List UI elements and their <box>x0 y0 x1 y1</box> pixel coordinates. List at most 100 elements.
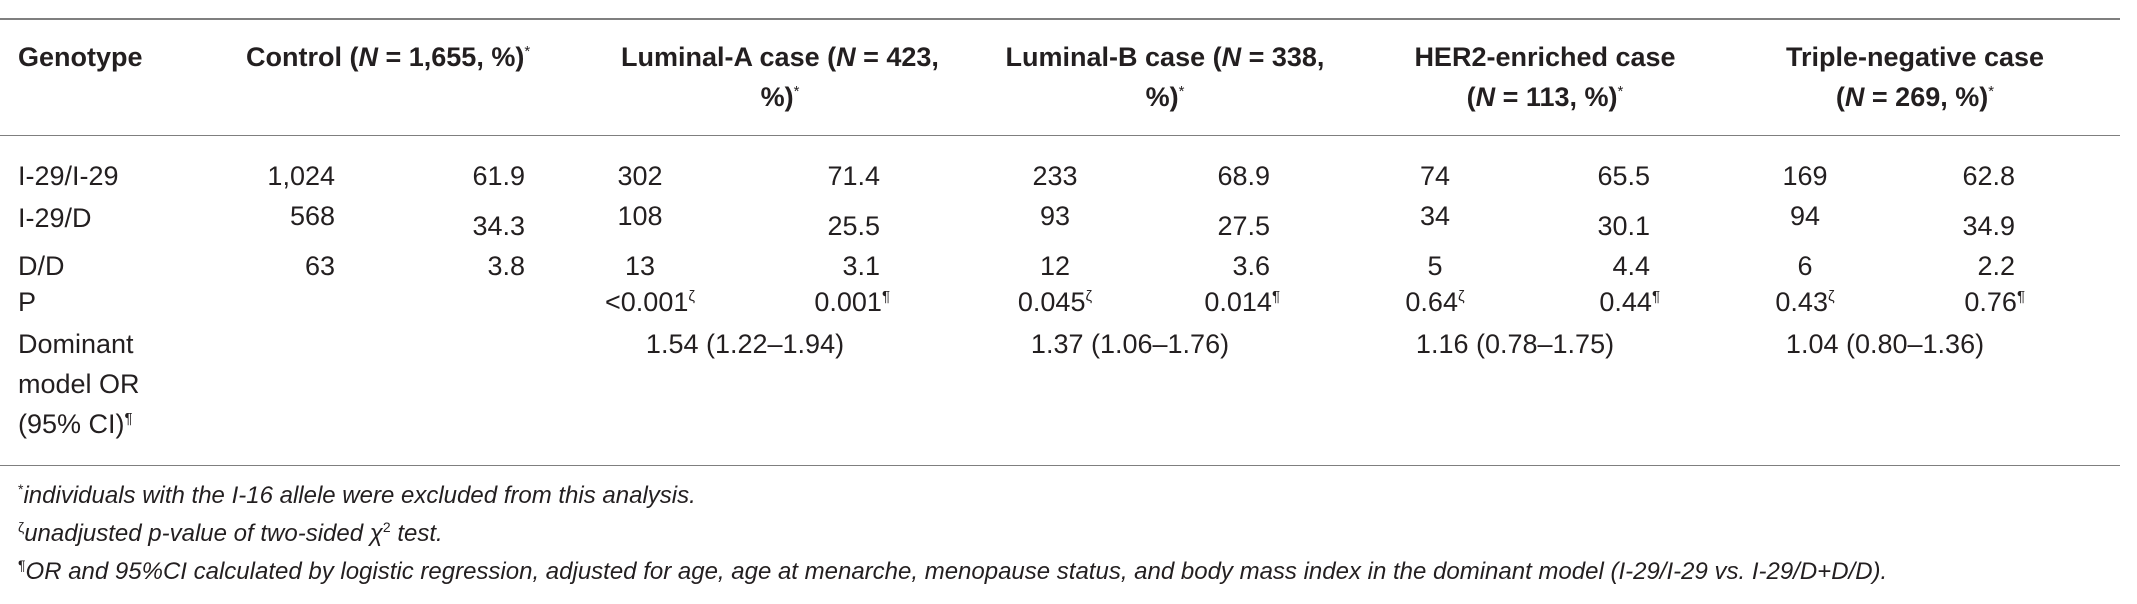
cell-tn-n: 169 <box>1782 161 1828 191</box>
footnote-star-text: individuals with the I-16 allele were ex… <box>23 482 696 509</box>
header-genotype: Genotype <box>18 37 143 77</box>
cell-control-pct: 3.8 <box>487 251 525 281</box>
cell-lb-chi: 0.045ζ <box>1000 286 1110 318</box>
or-label-mark: ¶ <box>124 410 133 427</box>
cell-her2-pct: 30.1 <box>1597 211 1650 241</box>
chi-mark: ζ <box>1827 288 1835 305</box>
header-her2-line1: HER2-enriched case <box>1414 42 1676 72</box>
header-lb-pre: Luminal-B case ( <box>1005 42 1222 72</box>
cell-her2-pct: 65.5 <box>1597 161 1650 191</box>
cell-la-n: 302 <box>617 161 663 191</box>
cell-la-n: 13 <box>624 251 656 281</box>
header-control-n: N <box>358 42 378 72</box>
header-lb-n: N <box>1221 42 1242 72</box>
header-la-post: = 423, <box>855 42 939 72</box>
cell-tn-lr: 0.76¶ <box>1915 286 2025 318</box>
header-control-pre: Control ( <box>246 42 359 72</box>
cell-her2-chi: 0.64ζ <box>1385 286 1485 318</box>
cell-her2-pct: 4.4 <box>1612 251 1650 281</box>
header-her2-post: = 113, %) <box>1495 82 1618 112</box>
header-her2-n: N <box>1475 82 1496 112</box>
cell-tn-or: 1.04 (0.80–1.36) <box>1785 329 1985 359</box>
cell-her2-n: 34 <box>1419 201 1451 231</box>
cell-control-n: 1,024 <box>267 161 335 191</box>
cell-lb-n: 12 <box>1039 251 1071 281</box>
footnote-pilcrow-text: OR and 95%CI calculated by logistic regr… <box>25 558 1888 585</box>
lr-mark: ¶ <box>1271 288 1280 305</box>
header-la-pre: Luminal-A case ( <box>621 42 837 72</box>
row-label: I-29/I-29 <box>18 161 119 191</box>
chi-mark: ζ <box>688 288 695 305</box>
lr-mark: ¶ <box>1651 288 1660 305</box>
lr-mark: ¶ <box>2016 288 2025 305</box>
cell-la-lr: 0.001¶ <box>780 286 890 318</box>
header-la-n: N <box>836 42 856 72</box>
header-luminal-b: Luminal-B case (N = 338, %)* <box>985 37 1345 117</box>
row-label-or-line3: (95% CI)¶ <box>18 408 133 440</box>
header-lb-mark: * <box>1178 83 1185 100</box>
header-lb-line2: %) <box>1145 82 1179 112</box>
footnote-zeta-pre: unadjusted p-value of two-sided <box>24 520 370 547</box>
la-lr-value: 0.001 <box>814 287 882 317</box>
footnote-star-mark: * <box>18 481 24 497</box>
footnote-zeta-chi: χ <box>369 520 383 547</box>
header-tn-line1: Triple-negative case <box>1785 42 2045 72</box>
cell-lb-pct: 68.9 <box>1217 161 1270 191</box>
cell-her2-n: 74 <box>1419 161 1451 191</box>
cell-lb-pct: 3.6 <box>1232 251 1270 281</box>
footnote-zeta-sup: 2 <box>382 519 391 535</box>
cell-la-pct: 71.4 <box>827 161 880 191</box>
or-label-text: (95% CI) <box>18 409 125 439</box>
cell-control-n: 568 <box>289 201 335 231</box>
header-lb-post: = 338, <box>1241 42 1325 72</box>
row-label-or-line1: Dominant <box>18 329 134 359</box>
cell-control-pct: 34.3 <box>472 211 525 241</box>
cell-tn-pct: 2.2 <box>1977 251 2015 281</box>
cell-lb-or: 1.37 (1.06–1.76) <box>1030 329 1230 359</box>
header-genotype-text: Genotype <box>18 42 143 72</box>
cell-lb-lr: 0.014¶ <box>1170 286 1280 318</box>
header-her2-mark: * <box>1617 83 1624 100</box>
header-tn-mark: * <box>1988 83 1995 100</box>
footnote-zeta-mark: ζ <box>18 519 25 535</box>
cell-control-pct: 61.9 <box>472 161 525 191</box>
cell-tn-pct: 34.9 <box>1962 211 2015 241</box>
row-label: I-29/D <box>18 203 92 233</box>
header-tn-n: N <box>1844 82 1865 112</box>
header-her2: HER2-enriched case (N = 113, %)* <box>1365 37 1725 117</box>
footnote-star: *individuals with the I-16 allele were e… <box>18 482 696 510</box>
cell-la-chi: <0.001ζ <box>590 286 710 318</box>
cell-lb-n: 93 <box>1039 201 1071 231</box>
footnote-zeta: ζunadjusted p-value of two-sided χ2 test… <box>18 520 443 548</box>
tn-lr-value: 0.76 <box>1964 287 2017 317</box>
her2-lr-value: 0.44 <box>1599 287 1652 317</box>
cell-tn-n: 94 <box>1789 201 1821 231</box>
header-la-line2: %) <box>760 82 794 112</box>
table-top-rule <box>0 18 2120 20</box>
cell-tn-pct: 62.8 <box>1962 161 2015 191</box>
header-tn-post: = 269, %) <box>1864 82 1989 112</box>
cell-control-n: 63 <box>304 251 335 281</box>
la-chi-value: <0.001 <box>605 287 689 317</box>
cell-la-pct: 25.5 <box>827 211 880 241</box>
lr-mark: ¶ <box>881 288 890 305</box>
row-label-p: P <box>18 287 37 317</box>
row-label: D/D <box>18 251 65 281</box>
header-triple-negative: Triple-negative case (N = 269, %)* <box>1735 37 2095 117</box>
table-header-rule <box>0 135 2120 136</box>
tn-chi-value: 0.43 <box>1775 287 1828 317</box>
chi-mark: ζ <box>1085 288 1093 305</box>
footnote-zeta-post: test. <box>390 520 443 547</box>
her2-chi-value: 0.64 <box>1405 287 1458 317</box>
lb-lr-value: 0.014 <box>1204 287 1272 317</box>
cell-her2-n: 5 <box>1427 251 1443 281</box>
header-luminal-a: Luminal-A case (N = 423, %)* <box>600 37 960 117</box>
header-control-mark: * <box>524 43 531 60</box>
row-label-or-line2: model OR <box>18 369 140 399</box>
cell-tn-n: 6 <box>1797 251 1813 281</box>
cell-her2-lr: 0.44¶ <box>1550 286 1660 318</box>
footnote-pilcrow-mark: ¶ <box>18 557 26 573</box>
cell-tn-chi: 0.43ζ <box>1755 286 1855 318</box>
cell-la-pct: 3.1 <box>842 251 880 281</box>
lb-chi-value: 0.045 <box>1017 287 1086 317</box>
